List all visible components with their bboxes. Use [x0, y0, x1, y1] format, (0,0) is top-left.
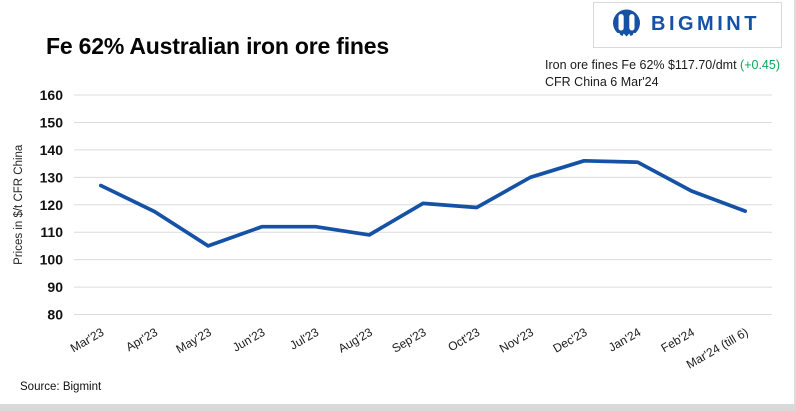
y-axis-tick-label: 130 [40, 169, 64, 185]
y-axis-tick-label: 160 [40, 87, 64, 103]
x-axis-tick-label: Jan'24 [606, 325, 644, 355]
x-axis-tick-label: Apr'23 [123, 325, 160, 354]
y-axis-tick-label: 150 [40, 114, 64, 130]
x-axis-tick-label: Feb'24 [659, 325, 698, 355]
x-axis-tick-label: May'23 [174, 325, 214, 356]
x-axis-tick-label: Oct'23 [445, 325, 482, 354]
y-axis-ticks: 80 90 100 110 120 130 140 150 160 [40, 87, 64, 323]
y-axis-tick-label: 80 [47, 307, 63, 323]
y-axis-tick-label: 110 [40, 224, 63, 240]
x-axis-tick-label: Sep'23 [389, 325, 428, 356]
source-note: Source: Bigmint [20, 381, 102, 393]
page-right-border [794, 0, 796, 404]
price-series-line [98, 158, 748, 248]
price-change: (+0.45) [740, 58, 780, 72]
y-axis-tick-label: 140 [40, 142, 64, 158]
latest-price-annotation: Iron ore fines Fe 62% $117.70/dmt (+0.45… [545, 57, 780, 91]
x-axis-tick-label: Dec'23 [551, 325, 590, 356]
x-axis-tick-label: Mar'23 [68, 325, 107, 355]
x-axis-ticks: Mar'23 Apr'23 May'23 Jun'23 Jul'23 Aug'23 Sep'… [68, 325, 751, 372]
x-axis-tick-label: Aug'23 [336, 325, 375, 356]
y-axis-tick-label: 100 [40, 252, 64, 268]
bigmint-logo-icon [611, 9, 642, 41]
horizontal-scrollbar[interactable] [0, 404, 796, 411]
y-axis-tick-label: 120 [40, 197, 64, 213]
x-axis-tick-label: Nov'23 [497, 325, 536, 356]
x-axis-tick-label: Jun'23 [230, 325, 268, 355]
bigmint-logo-text: BIGMINT [651, 13, 760, 35]
y-axis-title: Prices in $/t CFR China [13, 144, 25, 265]
page-title: Fe 62% Australian iron ore fines [46, 33, 389, 59]
bigmint-logo[interactable]: BIGMINT [593, 2, 782, 48]
x-axis-tick-label: Jul'23 [287, 325, 321, 353]
y-axis-tick-label: 90 [47, 279, 63, 295]
price-basis: CFR China 6 Mar'24 [545, 75, 659, 89]
price-text: Iron ore fines Fe 62% $117.70/dmt [545, 58, 737, 72]
